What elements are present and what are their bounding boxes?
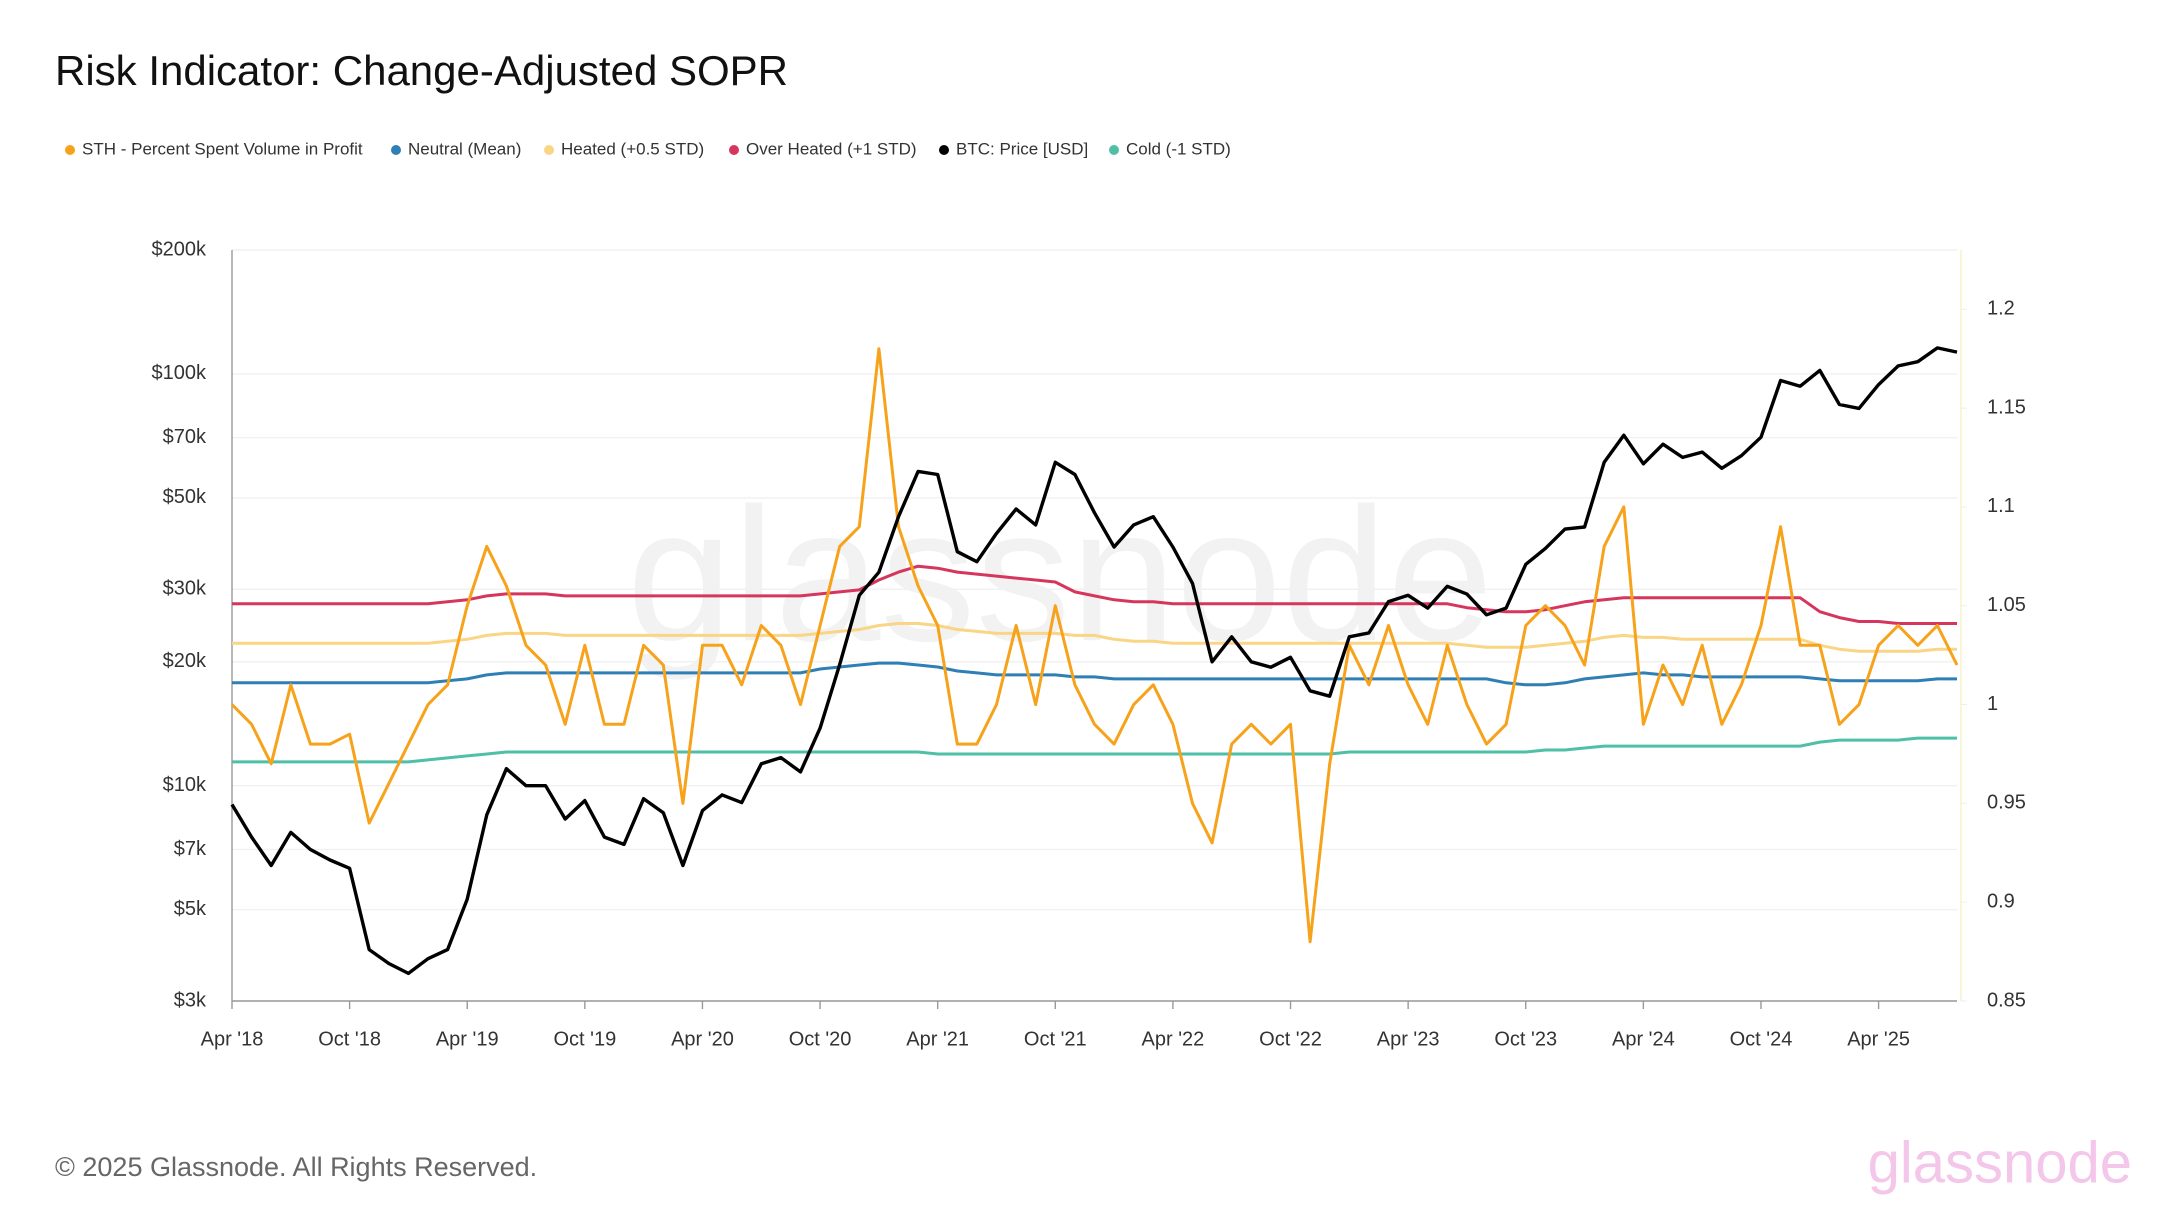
x-tick-label: Oct '19 — [553, 1028, 616, 1050]
x-tick-label: Oct '20 — [789, 1028, 852, 1050]
x-tick-label: Apr '18 — [201, 1028, 264, 1050]
legend-label: Over Heated (+1 STD) — [746, 139, 917, 158]
x-tick-label: Apr '21 — [906, 1028, 969, 1050]
legend-marker — [939, 145, 949, 155]
series-line — [232, 736, 1957, 764]
y2-tick-label: 1 — [1987, 693, 1998, 715]
y-tick-label: $5k — [174, 898, 207, 920]
legend-label: BTC: Price [USD] — [956, 139, 1088, 158]
x-tick-label: Apr '23 — [1377, 1028, 1440, 1050]
y-tick-label: $50k — [163, 486, 207, 508]
y-tick-label: $10k — [163, 774, 207, 796]
x-tick-label: Oct '22 — [1259, 1028, 1322, 1050]
x-tick-label: Apr '20 — [671, 1028, 734, 1050]
legend-marker — [544, 145, 554, 155]
y2-tick-label: 1.15 — [1987, 396, 2026, 418]
x-tick-label: Oct '21 — [1024, 1028, 1087, 1050]
y-tick-label: $100k — [152, 362, 207, 384]
x-tick-label: Apr '19 — [436, 1028, 499, 1050]
series-line — [232, 622, 1957, 653]
y-tick-label: $70k — [163, 426, 207, 448]
y2-tick-label: 0.9 — [1987, 890, 2015, 912]
legend-label: Cold (-1 STD) — [1126, 139, 1231, 158]
y-tick-label: $7k — [174, 838, 207, 860]
legend-label: Neutral (Mean) — [408, 139, 521, 158]
x-tick-label: Oct '18 — [318, 1028, 381, 1050]
x-tick-label: Apr '25 — [1847, 1028, 1910, 1050]
series-line — [232, 564, 1957, 625]
y2-tick-label: 0.85 — [1987, 989, 2026, 1011]
y-tick-label: $20k — [163, 650, 207, 672]
series-line — [230, 346, 1958, 976]
footer: © 2025 Glassnode. All Rights Reserved. — [55, 1152, 537, 1182]
x-tick-label: Apr '24 — [1612, 1028, 1675, 1050]
y-tick-label: $200k — [152, 238, 207, 260]
legend-marker — [391, 145, 401, 155]
chart-title: Risk Indicator: Change-Adjusted SOPR — [55, 47, 788, 94]
legend-marker — [729, 145, 739, 155]
y2-tick-label: 0.95 — [1987, 792, 2026, 814]
y2-tick-label: 1.1 — [1987, 495, 2015, 517]
legend-label: STH - Percent Spent Volume in Profit — [82, 139, 363, 158]
x-tick-label: Oct '23 — [1494, 1028, 1557, 1050]
x-tick-label: Apr '22 — [1142, 1028, 1205, 1050]
x-tick-label: Oct '24 — [1730, 1028, 1793, 1050]
y-tick-label: $3k — [174, 989, 207, 1011]
series-line — [230, 347, 1959, 944]
legend-label: Heated (+0.5 STD) — [561, 139, 704, 158]
y-tick-label: $30k — [163, 578, 207, 600]
y2-tick-label: 1.2 — [1987, 298, 2015, 320]
legend-marker — [1109, 145, 1119, 155]
legend-marker — [65, 145, 75, 155]
y2-tick-label: 1.05 — [1987, 594, 2026, 616]
watermark-background: glassnode — [627, 469, 1493, 681]
watermark: glassnode — [1868, 1130, 2132, 1195]
